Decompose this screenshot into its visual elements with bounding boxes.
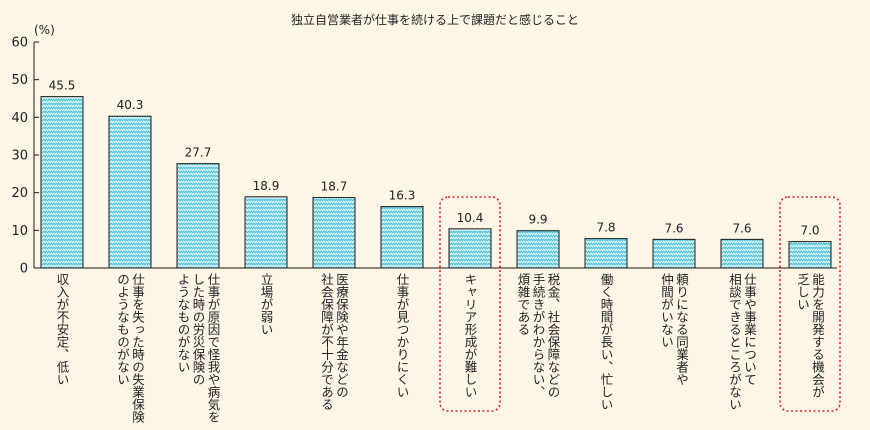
category-label: 働く時間が長い、忙しい	[599, 273, 614, 411]
category-label-line: 能力を開発する機会が	[810, 273, 825, 398]
bar	[516, 230, 560, 269]
category-label-line: ようなものがない	[176, 273, 191, 373]
category-label-line: 煩雑である	[516, 272, 531, 336]
y-axis: 0 10 20 30 40 50 60	[11, 36, 39, 277]
data-label: 10.4	[457, 211, 484, 225]
category-label-line: 仕事が原因で怪我や病気を	[206, 273, 221, 423]
bar	[176, 163, 220, 269]
category-label: 仕事が見つかりにくい	[395, 273, 410, 398]
data-label: 7.6	[732, 221, 751, 235]
chart-title: 独立自営業者が仕事を続ける上で課題だと感じること	[291, 12, 579, 27]
bar	[720, 238, 764, 269]
category-label-line: 社会保障が不十分である	[319, 272, 334, 411]
bar	[108, 115, 152, 269]
data-label: 7.0	[800, 224, 819, 238]
category-label-line: 仕事が見つかりにくい	[395, 273, 410, 398]
category-label-line: 乏しい	[795, 273, 810, 311]
data-label: 27.7	[185, 146, 212, 160]
y-tick-label: 60	[11, 36, 28, 51]
category-label-line: 手続きがわからない、	[531, 273, 546, 398]
data-label: 16.3	[389, 189, 416, 203]
category-label-line: した時の労災保険の	[191, 273, 206, 386]
y-axis-unit: (%)	[34, 23, 55, 37]
data-label: 18.9	[253, 179, 280, 193]
category-label: 立場が弱い	[259, 272, 274, 336]
category-label-line: 立場が弱い	[259, 272, 274, 336]
bar	[380, 206, 424, 269]
data-label: 7.8	[596, 221, 615, 235]
category-label-line: 仲間がいない	[659, 273, 674, 348]
data-label: 40.3	[117, 98, 144, 112]
category-label-line: のようなものがない	[115, 273, 130, 386]
y-tick-label: 30	[11, 149, 28, 164]
y-tick-label: 40	[11, 111, 28, 126]
bar	[448, 228, 492, 269]
bar	[244, 196, 288, 269]
bar	[312, 197, 356, 269]
y-tick-label: 0	[20, 262, 28, 277]
category-label-line: 収入が不安定、低い	[55, 273, 70, 386]
highlight-frames	[439, 196, 841, 412]
category-label-line: 医療保険や年金などの	[334, 273, 349, 398]
y-tick-label: 10	[11, 224, 28, 239]
category-label-line: 頼りになる同業者や	[674, 273, 689, 386]
category-label: 収入が不安定、低い	[55, 273, 70, 386]
category-label-line: キャリア形成が難しい	[463, 273, 478, 398]
highlight-frame	[779, 196, 841, 412]
category-label-line: 仕事を失った時の失業保険	[130, 273, 145, 424]
data-label: 9.9	[528, 213, 547, 227]
bar	[788, 241, 832, 269]
data-label: 18.7	[321, 180, 348, 194]
y-tick-label: 50	[11, 73, 28, 88]
category-label-line: 税金、社会保障などの	[546, 273, 561, 398]
y-tick-label: 20	[11, 186, 28, 201]
data-label: 45.5	[49, 79, 76, 93]
bar	[652, 238, 696, 269]
category-label-line: 仕事や事業について	[742, 273, 757, 386]
data-label: 7.6	[664, 221, 683, 235]
bar	[584, 238, 628, 269]
category-label: キャリア形成が難しい	[463, 273, 478, 398]
category-label-line: 相談できるところがない	[727, 273, 742, 411]
bar	[40, 96, 84, 269]
highlight-frame	[439, 196, 501, 412]
category-label-line: 働く時間が長い、忙しい	[599, 273, 614, 411]
